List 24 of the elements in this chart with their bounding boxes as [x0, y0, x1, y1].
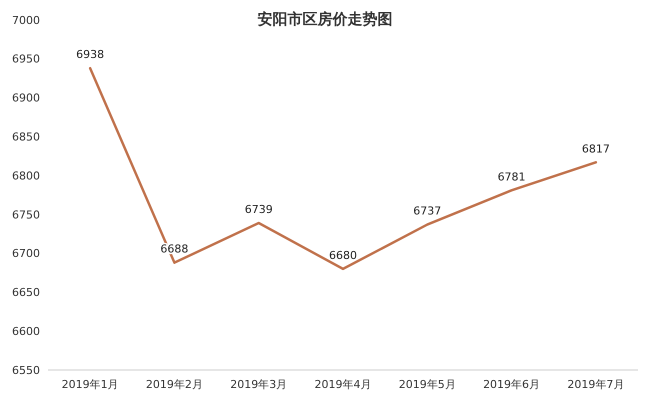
y-tick-label: 6800 — [12, 169, 40, 182]
x-tick-label: 2019年5月 — [398, 378, 456, 391]
data-label: 6938 — [76, 48, 104, 62]
y-tick-label: 6650 — [12, 286, 40, 300]
x-tick-label: 2019年7月 — [567, 378, 624, 391]
data-label: 6781 — [498, 170, 526, 184]
y-tick-label: 6550 — [12, 364, 40, 377]
y-tick-label: 6750 — [12, 208, 40, 222]
y-tick-label: 6950 — [12, 52, 40, 66]
data-label: 6680 — [329, 248, 357, 262]
data-label: 6739 — [244, 203, 273, 216]
data-label: 6817 — [582, 142, 610, 156]
x-tick-label: 2019年6月 — [483, 378, 540, 391]
y-tick-label: 6700 — [12, 247, 40, 260]
data-label: 6737 — [413, 204, 442, 218]
y-tick-label: 7000 — [12, 14, 40, 27]
x-tick-label: 2019年2月 — [146, 378, 203, 391]
x-tick-label: 2019年3月 — [230, 378, 288, 391]
chart-title: 安阳市区房价走势图 — [258, 10, 392, 28]
y-tick-label: 6850 — [12, 130, 40, 144]
y-tick-label: 6600 — [12, 324, 40, 338]
x-tick-label: 2019年4月 — [314, 378, 372, 391]
x-tick-label: 2019年1月 — [62, 378, 119, 391]
y-tick-label: 6900 — [12, 92, 40, 105]
